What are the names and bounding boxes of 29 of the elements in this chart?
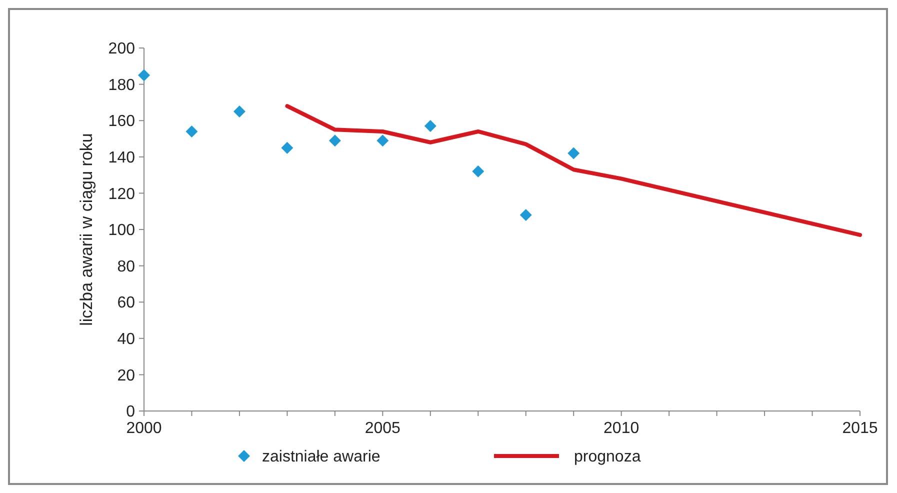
y-tick-label: 100	[108, 222, 136, 240]
y-axis-title: liczba awarii w ciągu roku	[77, 133, 96, 326]
y-tick-label: 80	[117, 258, 136, 276]
legend-label: prognoza	[574, 448, 641, 466]
point	[376, 134, 389, 147]
y-tick-label: 40	[117, 331, 136, 348]
point	[186, 125, 198, 138]
x-tick-label: 2015	[842, 420, 878, 437]
point	[472, 165, 484, 178]
point	[138, 69, 150, 82]
point	[281, 142, 294, 154]
legend-label: zaistniałe awarie	[262, 448, 380, 466]
point	[328, 134, 341, 147]
y-tick-label: 0	[126, 404, 136, 421]
y-tick-label: 160	[108, 113, 136, 130]
y-tick-label: 60	[117, 294, 136, 312]
y-tick-label: 20	[117, 367, 136, 384]
x-tick-label: 2005	[364, 420, 401, 437]
point	[568, 147, 580, 160]
line-series	[285, 104, 862, 237]
y-tick-label: 200	[108, 40, 136, 58]
x-tick-label: 2010	[604, 420, 640, 437]
y-tick-label: 120	[108, 186, 136, 203]
y-tick-label: 140	[108, 150, 136, 166]
y-tick-label: 180	[108, 76, 136, 94]
x-tick-label: 2000	[126, 420, 162, 437]
point	[520, 208, 532, 221]
point	[233, 106, 246, 118]
point	[424, 120, 436, 132]
